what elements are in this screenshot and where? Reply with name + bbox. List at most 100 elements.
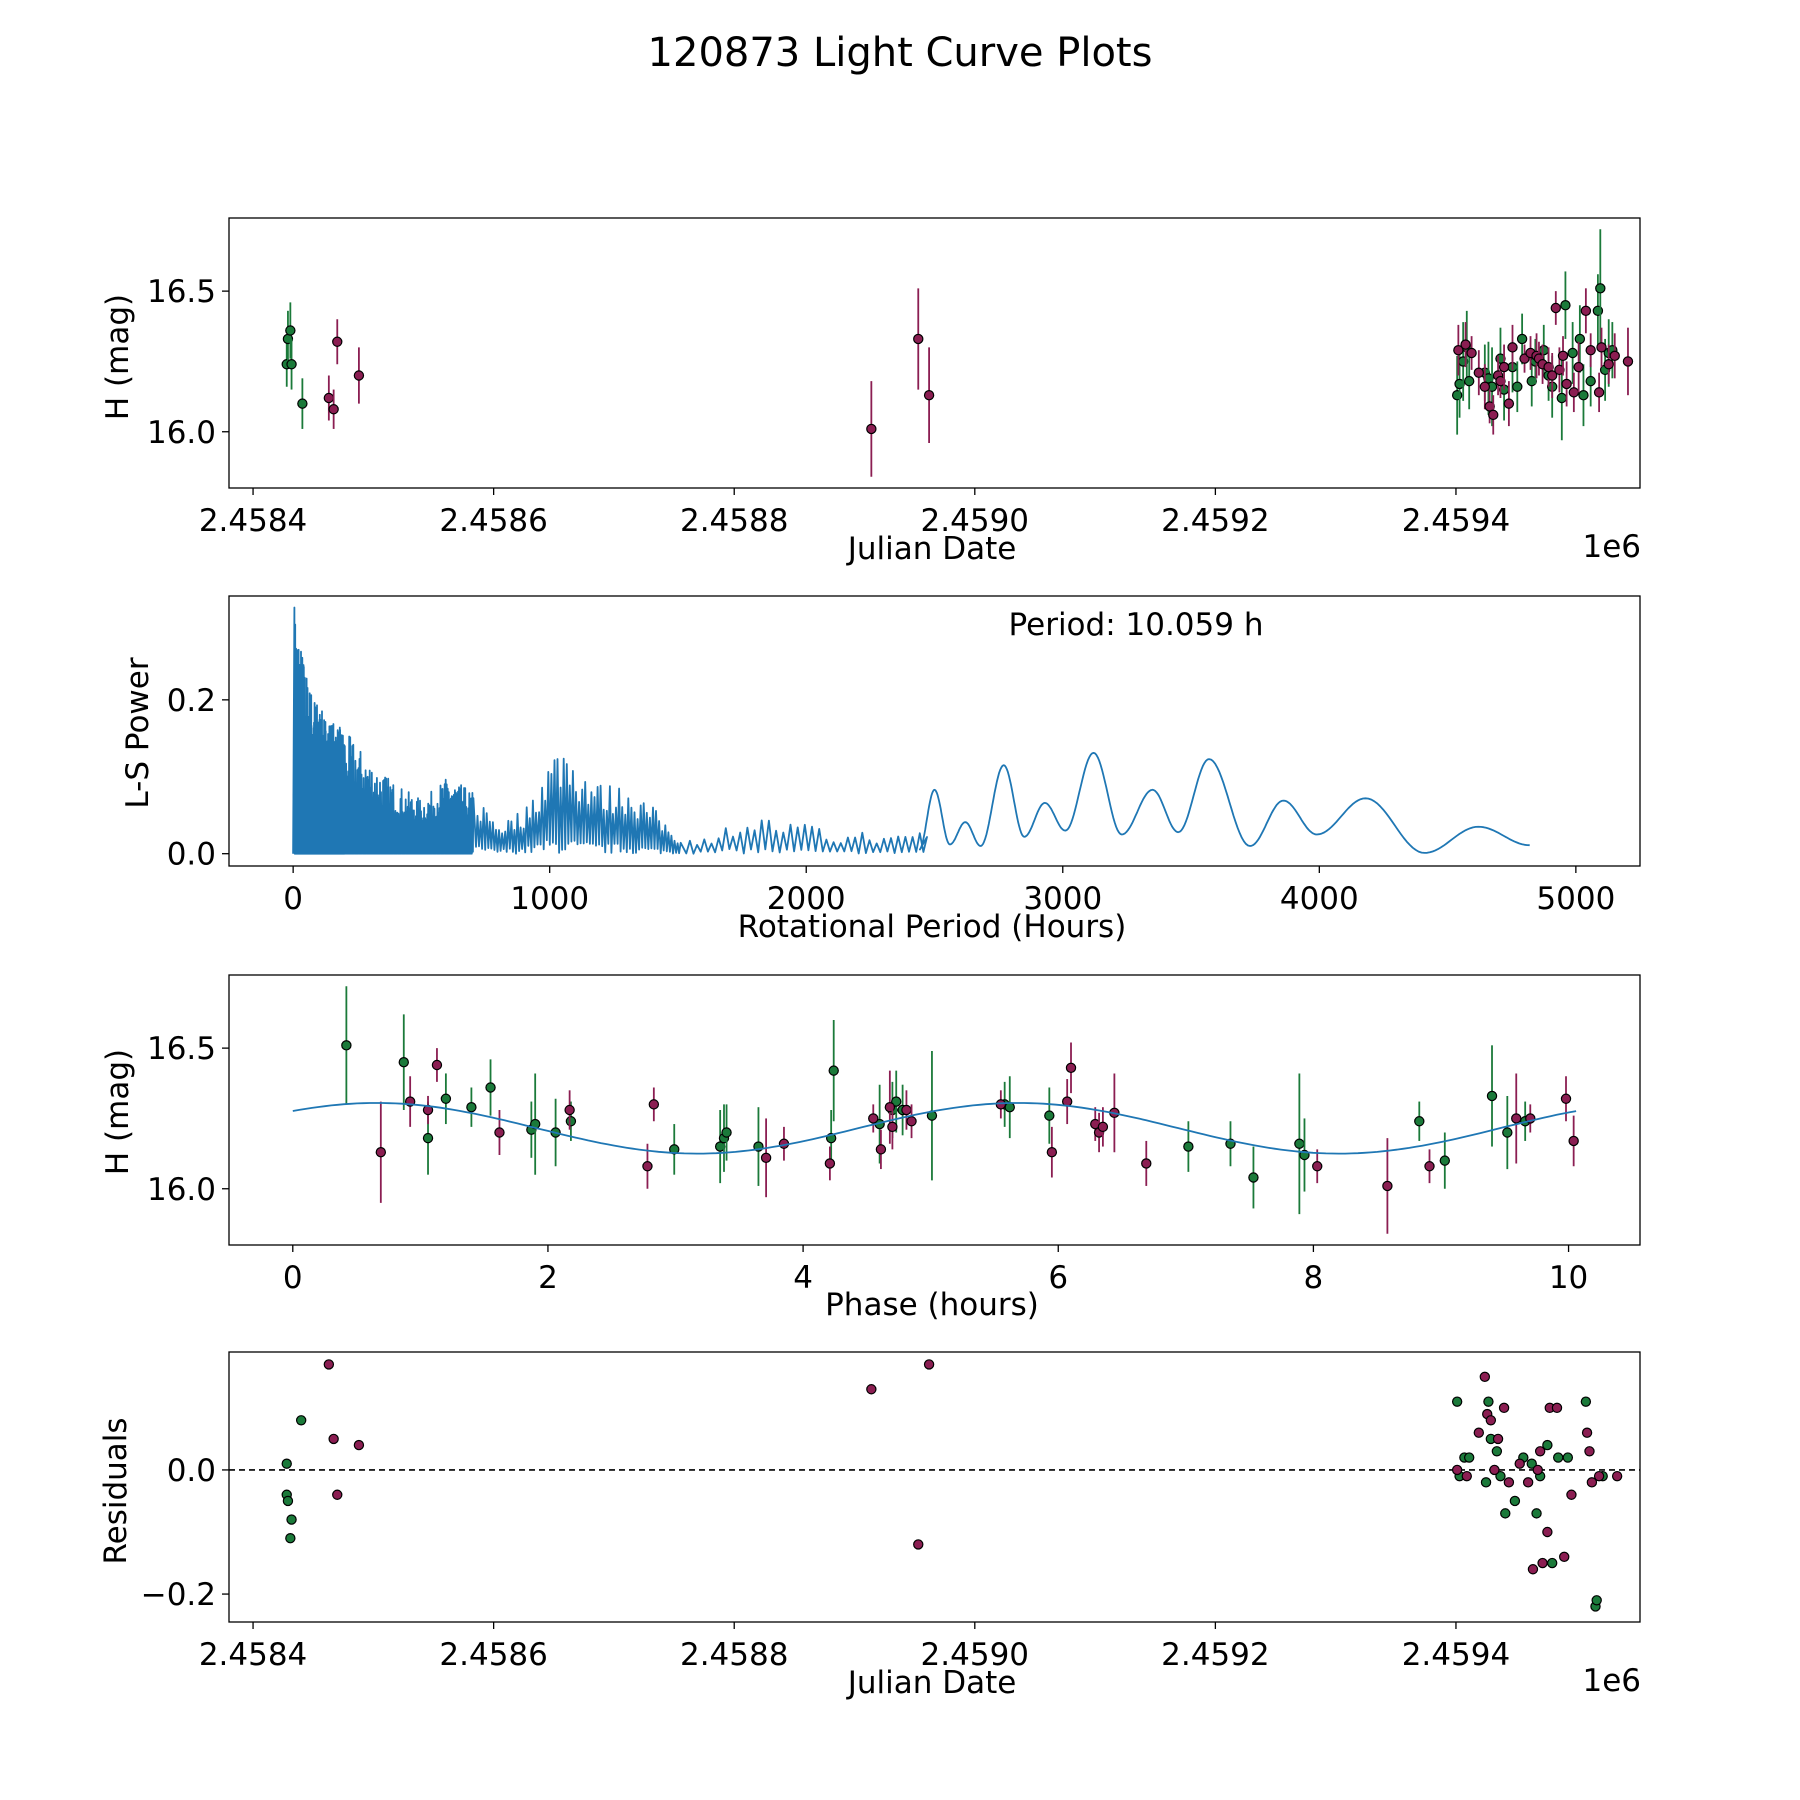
x-tick-label: 6 <box>1048 1260 1068 1296</box>
data-point <box>721 1127 732 1138</box>
data-point <box>1382 1180 1393 1192</box>
data-point <box>1553 1452 1564 1463</box>
data-point <box>375 1146 387 1158</box>
data-point <box>440 1093 452 1104</box>
y-axis-label: L-S Power <box>120 657 156 808</box>
y-tick-label: 0.0 <box>167 1453 216 1489</box>
data-point <box>323 392 335 404</box>
x-tick-label: 10 <box>1549 1260 1588 1296</box>
data-point <box>281 1458 292 1469</box>
data-point <box>1141 1158 1152 1169</box>
data-point <box>1557 350 1569 362</box>
data-point <box>1526 375 1537 387</box>
data-point <box>1495 1470 1506 1482</box>
data-point <box>1542 1439 1553 1451</box>
data-point <box>1498 361 1510 373</box>
data-point <box>1480 1477 1492 1488</box>
data-point <box>1183 1141 1194 1152</box>
x-tick-label: 2.4584 <box>199 503 307 539</box>
data-point <box>995 1099 1007 1110</box>
y-axis-label: H (mag) <box>100 1049 136 1175</box>
data-point <box>353 370 365 381</box>
data-point <box>1500 1508 1511 1519</box>
phase-folded-panel: Phase (hours) H (mag) 0 2 4 6 8 10 16.0 16.5 <box>100 974 1641 1323</box>
data-point <box>1595 283 1606 294</box>
data-point <box>1585 375 1596 387</box>
data-point <box>565 1116 577 1127</box>
data-point <box>1294 1138 1305 1149</box>
plot-frame <box>228 595 1641 867</box>
data-point <box>1522 1477 1534 1488</box>
data-point <box>1439 1155 1451 1166</box>
x-tick-label: 2.4592 <box>1161 503 1269 539</box>
data-point <box>1580 305 1592 317</box>
data-point <box>297 398 308 409</box>
data-point <box>866 423 877 435</box>
data-point <box>1556 392 1568 404</box>
y-tick-label: 16.5 <box>147 1031 216 1067</box>
data-point <box>485 1082 496 1093</box>
green-series <box>281 229 1618 441</box>
x-tick-label: 5000 <box>1536 881 1615 917</box>
data-point <box>868 1113 879 1124</box>
data-point <box>1554 364 1565 376</box>
data-point <box>1466 347 1477 359</box>
data-point <box>1486 1090 1498 1102</box>
data-point <box>1560 1093 1572 1104</box>
data-point <box>1566 1489 1577 1500</box>
data-point <box>1561 378 1572 390</box>
data-point <box>1424 1161 1435 1172</box>
data-point <box>1460 339 1471 350</box>
data-point <box>285 325 296 336</box>
x-axis-label: Julian Date <box>846 531 1017 567</box>
data-point <box>642 1161 653 1172</box>
data-point <box>398 1056 409 1068</box>
data-point <box>1622 356 1634 367</box>
data-point <box>1546 370 1558 381</box>
data-point <box>1593 1470 1605 1482</box>
data-point <box>332 1489 343 1500</box>
data-point <box>1488 409 1499 421</box>
purple-series <box>375 1042 1579 1234</box>
x-tick-label: 2.4584 <box>199 1637 307 1673</box>
data-point <box>285 1533 296 1544</box>
data-point <box>323 1359 335 1370</box>
data-point <box>648 1099 660 1110</box>
x-tick-label: 2.4592 <box>1161 1637 1269 1673</box>
green-series <box>341 986 1531 1215</box>
plot-frame <box>228 1351 1641 1623</box>
data-point <box>1461 1470 1472 1482</box>
light-curve-panel: Julian Date H (mag) 1e6 2.4584 2.4586 2.45… <box>100 217 1641 567</box>
data-point <box>328 404 339 415</box>
x-tick-label: 2000 <box>767 881 846 917</box>
data-point <box>1532 1464 1543 1476</box>
data-point <box>1507 342 1518 353</box>
y-tick-label: 0.0 <box>167 837 216 873</box>
data-point <box>1065 1062 1077 1074</box>
data-point <box>1511 1113 1522 1124</box>
residuals-panel: Julian Date Residuals 1e6 2.4584 2.4586 2.… <box>98 1351 1641 1701</box>
data-point <box>1560 299 1571 311</box>
data-point <box>282 1495 294 1507</box>
data-point <box>328 1433 339 1445</box>
data-point <box>1503 398 1515 409</box>
x-tick-label: 2.4586 <box>439 503 547 539</box>
periodogram-panel: Rotational Period (Hours) L-S Power Peri… <box>120 595 1641 945</box>
x-tick-label: 4000 <box>1280 881 1359 917</box>
data-point <box>1562 1452 1574 1463</box>
data-point <box>1550 302 1561 314</box>
data-point <box>923 389 935 401</box>
data-point <box>1559 1551 1570 1563</box>
data-point <box>1479 381 1491 392</box>
data-point <box>1479 1371 1491 1383</box>
data-point <box>1473 1427 1485 1438</box>
data-point <box>1534 1446 1546 1457</box>
data-point <box>1451 1464 1463 1476</box>
data-point <box>1593 387 1605 398</box>
data-point <box>1498 1402 1510 1414</box>
data-point <box>494 1127 505 1138</box>
data-point <box>1585 344 1596 356</box>
data-point <box>1537 1557 1548 1569</box>
y-tick-label: 16.0 <box>147 1172 216 1208</box>
